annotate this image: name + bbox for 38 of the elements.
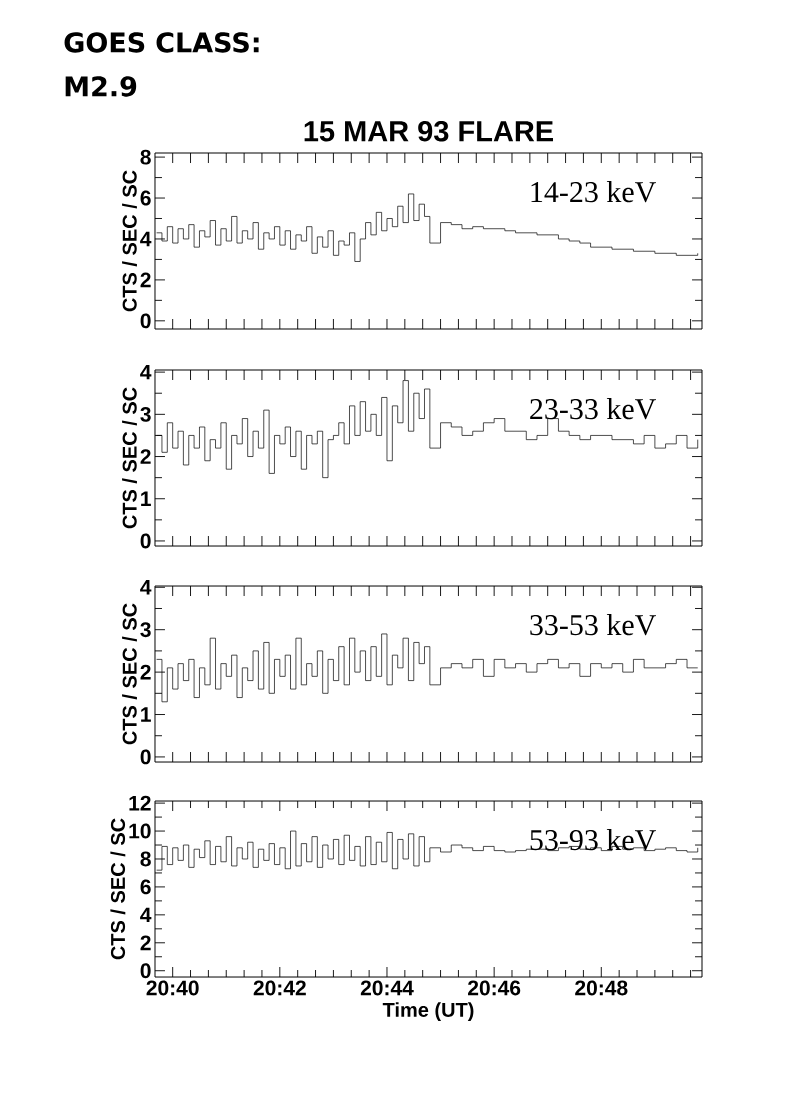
y-tick-label: 1	[141, 491, 151, 506]
chart-title: 15 MAR 93 FLARE	[304, 120, 554, 142]
x-tick-label: 20:40	[146, 980, 199, 996]
annotation: 53-93 keV	[530, 829, 656, 851]
y-tick-label: 3	[140, 406, 151, 422]
y-tick-label: 2	[140, 449, 151, 464]
y-tick-label: 10	[129, 823, 151, 839]
annotation: 23-33 keV	[530, 398, 657, 420]
y-axis-title: CTS / SEC / SC	[110, 818, 126, 960]
y-tick-label: 6	[140, 190, 151, 206]
y-tick-label: 4	[140, 907, 152, 923]
annotation: 33-53 keV	[530, 614, 657, 636]
y-tick-label: 3	[140, 622, 151, 638]
x-tick-label: 20:48	[575, 980, 628, 996]
y-tick-label: 0	[140, 749, 151, 765]
annotation: 14-23 keV	[531, 181, 657, 203]
y-tick-label: 0	[140, 533, 151, 549]
y-tick-label: 12	[129, 795, 151, 811]
y-axis-title: CTS / SEC / SC	[122, 603, 137, 745]
y-tick-label: 0	[140, 963, 151, 979]
y-tick-label: 4	[140, 364, 152, 380]
y-tick-label: 2	[140, 935, 151, 951]
y-tick-label: 6	[140, 879, 151, 895]
y-axis-title: CTS / SEC / SC	[122, 387, 137, 529]
x-tick-label: 20:46	[468, 980, 521, 996]
y-tick-label: 8	[140, 149, 151, 165]
y-tick-label: 8	[140, 851, 151, 867]
chart-subtitle: GOES CLASS: M2.9	[64, 32, 259, 97]
y-tick-label: 4	[140, 231, 152, 247]
y-tick-label: 0	[140, 313, 151, 329]
x-tick-label: 20:44	[360, 980, 414, 996]
y-tick-label: 2	[140, 272, 151, 288]
y-axis-title: CTS / SEC / SC	[122, 170, 137, 312]
x-tick-label: 20:42	[253, 980, 306, 996]
y-tick-label: 2	[140, 664, 151, 680]
y-tick-label: 4	[140, 580, 152, 595]
y-tick-label: 1	[141, 707, 151, 722]
x-axis-title: Time (UT)	[382, 1002, 474, 1021]
